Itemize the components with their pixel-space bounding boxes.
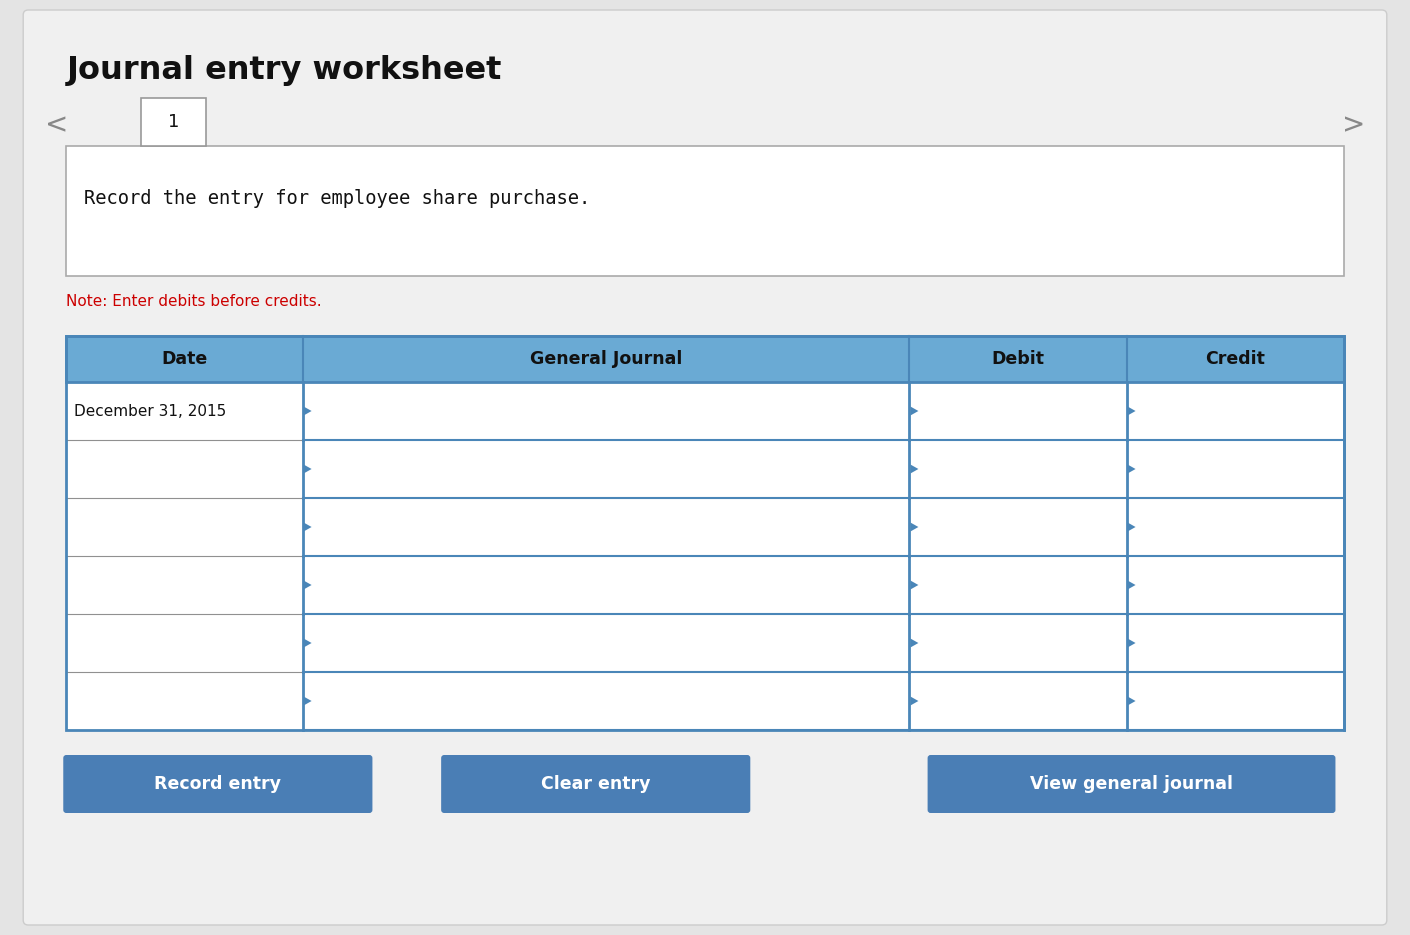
Polygon shape: [1128, 523, 1135, 531]
Text: Credit: Credit: [1206, 350, 1265, 368]
FancyBboxPatch shape: [928, 755, 1335, 813]
Polygon shape: [1128, 407, 1135, 415]
FancyBboxPatch shape: [23, 10, 1387, 925]
Text: Record entry: Record entry: [154, 775, 282, 793]
Polygon shape: [911, 523, 918, 531]
Bar: [66, 440, 1344, 498]
Polygon shape: [303, 639, 312, 648]
Polygon shape: [911, 639, 918, 648]
FancyBboxPatch shape: [63, 755, 372, 813]
Polygon shape: [1128, 697, 1135, 706]
Text: >: >: [1342, 111, 1365, 139]
Polygon shape: [303, 581, 312, 589]
Text: View general journal: View general journal: [1031, 775, 1232, 793]
Polygon shape: [303, 697, 312, 706]
Bar: [66, 672, 1344, 730]
Text: 1: 1: [168, 113, 179, 131]
Polygon shape: [911, 581, 918, 589]
Bar: [66, 336, 1344, 382]
Bar: [66, 498, 1344, 556]
Bar: [66, 382, 1344, 440]
Bar: [66, 614, 1344, 672]
Polygon shape: [303, 407, 312, 415]
Polygon shape: [303, 523, 312, 531]
Polygon shape: [911, 697, 918, 706]
Text: Journal entry worksheet: Journal entry worksheet: [66, 55, 502, 86]
Polygon shape: [1128, 639, 1135, 648]
Bar: [66, 336, 1344, 382]
Bar: [66, 336, 1344, 730]
Polygon shape: [303, 465, 312, 473]
Text: Note: Enter debits before credits.: Note: Enter debits before credits.: [66, 294, 321, 309]
Text: Date: Date: [161, 350, 207, 368]
FancyBboxPatch shape: [441, 755, 750, 813]
Text: <: <: [45, 111, 68, 139]
Bar: [141, 98, 206, 146]
Text: Record the entry for employee share purchase.: Record the entry for employee share purc…: [85, 189, 591, 208]
Bar: [66, 556, 1344, 614]
Polygon shape: [1128, 581, 1135, 589]
Bar: [66, 146, 1344, 276]
Text: Debit: Debit: [991, 350, 1045, 368]
Polygon shape: [1128, 465, 1135, 473]
Text: December 31, 2015: December 31, 2015: [75, 404, 227, 419]
Text: Clear entry: Clear entry: [541, 775, 650, 793]
Text: General Journal: General Journal: [530, 350, 682, 368]
Polygon shape: [911, 407, 918, 415]
Polygon shape: [911, 465, 918, 473]
